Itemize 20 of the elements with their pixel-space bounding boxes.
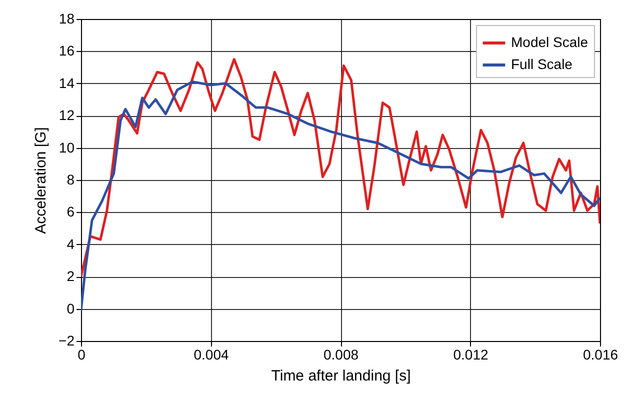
y-tick-label: 0 [66, 300, 75, 316]
y-tick-label: 8 [66, 172, 75, 188]
y-axis-title: Acceleration [G] [32, 127, 50, 234]
x-tick-label: 0.008 [323, 346, 359, 362]
x-tick-label: 0.012 [453, 346, 488, 362]
x-axis-title: Time after landing [s] [271, 368, 411, 384]
y-tick-label: 14 [58, 74, 75, 91]
y-tick-label: 10 [58, 139, 75, 156]
x-tick-label: 0.004 [194, 346, 229, 362]
x-tick-label: 0 [78, 346, 86, 362]
y-tick-label: 18 [58, 10, 75, 26]
legend-label: Full Scale [511, 56, 573, 72]
x-tick-label: 0.016 [582, 346, 618, 362]
y-tick-label: 6 [66, 204, 75, 220]
legend-label: Model Scale [511, 34, 588, 50]
y-tick-label: 2 [66, 268, 75, 284]
y-tick-label: −2 [58, 332, 75, 348]
y-tick-label: 4 [66, 236, 75, 252]
y-tick-label: 16 [58, 42, 75, 59]
y-tick-label: 12 [58, 107, 75, 124]
